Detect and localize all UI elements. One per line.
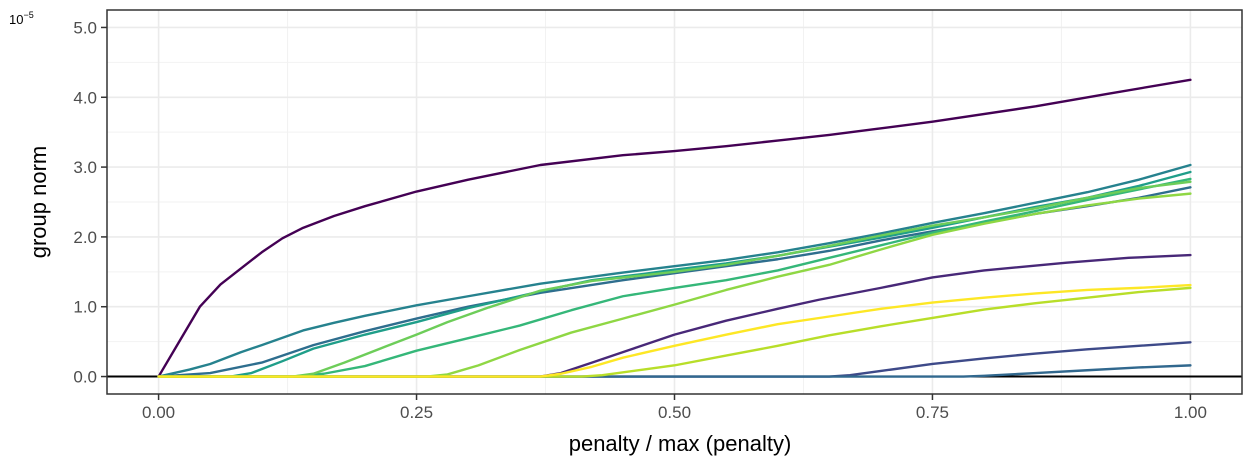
y-tick-label: 2.0 <box>73 228 97 247</box>
series-line-2 <box>157 253 1192 378</box>
series-line-10 <box>157 192 1192 378</box>
x-tick-label: 0.00 <box>142 403 175 422</box>
series-lines <box>157 78 1192 378</box>
y-tick-label: 3.0 <box>73 158 97 177</box>
series-line-4 <box>157 364 1192 378</box>
x-axis-title: penalty / max (penalty) <box>569 431 792 456</box>
series-line-12 <box>157 283 1192 378</box>
y-axis-title: group norm <box>26 146 51 259</box>
x-tick-label: 0.75 <box>916 403 949 422</box>
y-axis-multiplier: 10−5 <box>9 10 34 27</box>
series-line-9 <box>157 180 1192 378</box>
x-axis-ticks: 0.00 0.25 0.50 0.75 1.00 <box>142 394 1207 422</box>
x-tick-label: 0.50 <box>658 403 691 422</box>
y-axis-ticks: 0.0 1.0 2.0 3.0 4.0 5.0 <box>73 18 107 387</box>
series-line-6 <box>157 163 1192 378</box>
y-tick-label: 1.0 <box>73 298 97 317</box>
x-tick-label: 0.25 <box>400 403 433 422</box>
y-tick-label: 4.0 <box>73 88 97 107</box>
y-tick-label: 0.0 <box>73 368 97 387</box>
series-line-8 <box>157 177 1192 378</box>
series-line-11 <box>157 286 1192 378</box>
series-line-1 <box>157 78 1192 378</box>
y-tick-label: 5.0 <box>73 18 97 37</box>
x-tick-label: 1.00 <box>1174 403 1207 422</box>
